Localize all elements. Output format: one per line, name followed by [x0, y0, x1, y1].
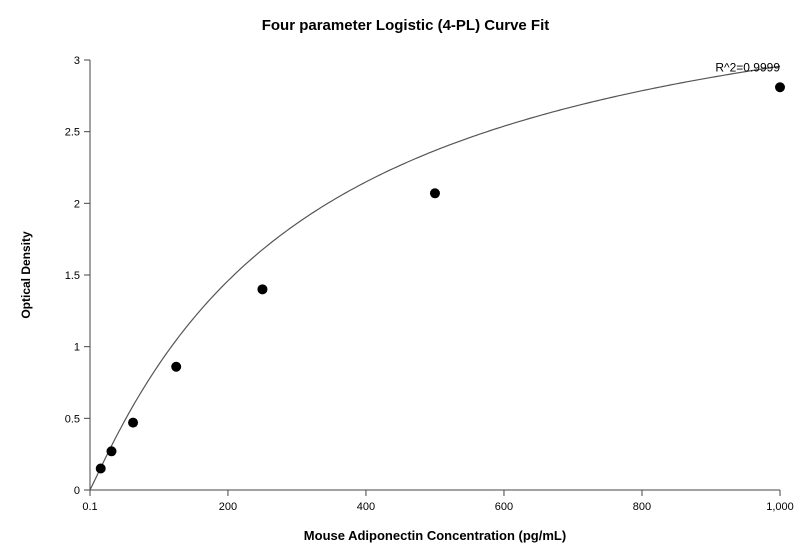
y-tick-label: 2.5: [65, 127, 80, 139]
x-tick-label: 800: [633, 501, 651, 513]
x-tick-label: 0.1: [82, 501, 97, 513]
chart-title: Four parameter Logistic (4-PL) Curve Fit: [262, 17, 550, 34]
y-tick-label: 2: [74, 198, 80, 210]
data-point: [128, 418, 138, 428]
y-tick-label: 0.5: [65, 413, 80, 425]
chart-background: [0, 0, 811, 560]
data-point: [96, 464, 106, 474]
data-point: [106, 446, 116, 456]
y-tick-label: 0: [74, 485, 80, 497]
y-tick-label: 3: [74, 55, 80, 67]
x-tick-label: 400: [357, 501, 375, 513]
annotation-r2: R^2=0.9999: [715, 60, 780, 74]
x-tick-label: 600: [495, 501, 513, 513]
y-axis-label: Optical Density: [19, 231, 33, 319]
x-tick-label: 1,000: [766, 501, 794, 513]
chart-container: Four parameter Logistic (4-PL) Curve Fit…: [0, 0, 811, 560]
data-point: [775, 82, 785, 92]
x-axis-label: Mouse Adiponectin Concentration (pg/mL): [304, 528, 566, 543]
y-tick-label: 1.5: [65, 270, 80, 282]
y-tick-label: 1: [74, 342, 80, 354]
chart-svg: Four parameter Logistic (4-PL) Curve Fit…: [0, 0, 811, 560]
data-point: [257, 284, 267, 294]
x-tick-label: 200: [219, 501, 237, 513]
data-point: [171, 362, 181, 372]
data-point: [430, 188, 440, 198]
